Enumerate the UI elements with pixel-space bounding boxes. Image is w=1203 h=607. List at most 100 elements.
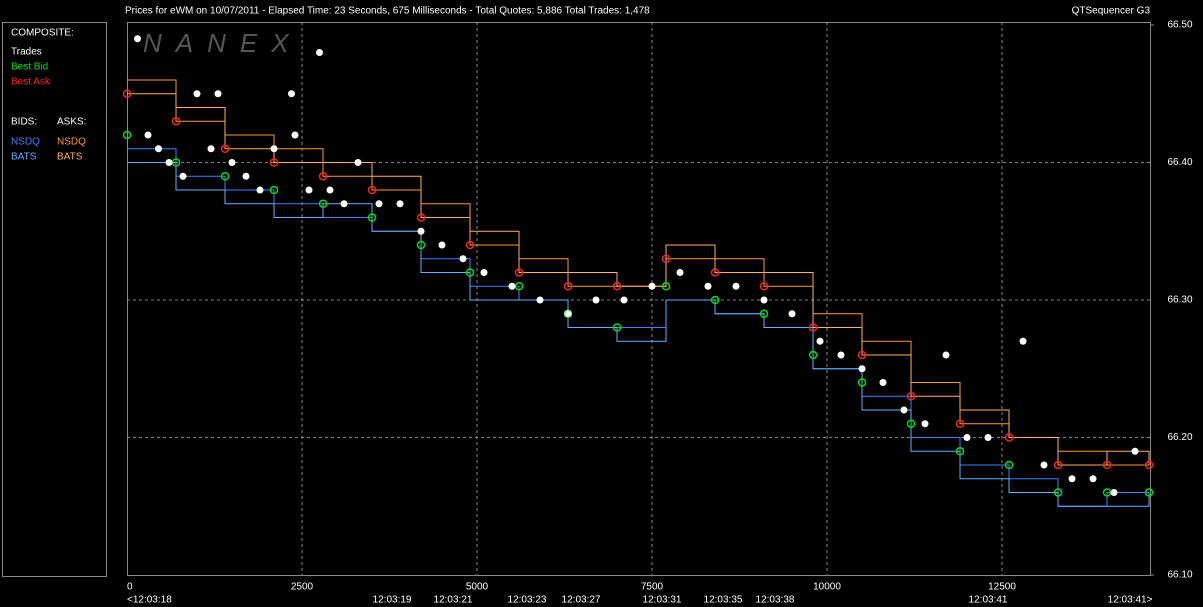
trade-dot [270, 145, 278, 153]
quote-marker [1004, 433, 1014, 442]
quote-marker [612, 282, 622, 291]
trade-dot [207, 145, 215, 153]
quote-marker [710, 295, 720, 305]
quote-marker [1053, 460, 1063, 470]
quote-marker [1053, 488, 1063, 497]
time-label: 12:03:23 [508, 595, 547, 606]
trade-dot [305, 186, 313, 194]
quote-marker [220, 144, 230, 153]
quote-marker [171, 158, 181, 167]
legend-entry: Best Ask [11, 77, 51, 88]
quote-marker [269, 158, 279, 167]
quote-marker [171, 117, 181, 126]
quote-marker [367, 185, 377, 195]
trade-dot [165, 159, 173, 166]
x-tick-label: 5000 [466, 582, 489, 593]
y-tick-label: 66.50 [1167, 20, 1192, 31]
trade-dot [879, 379, 887, 386]
trade-dot [963, 434, 971, 441]
x-tick-label: 0 [127, 582, 133, 593]
quote-marker [416, 213, 426, 222]
watermark: NANEX [143, 28, 303, 58]
quote-marker [955, 419, 965, 428]
y-tick-label: 66.30 [1167, 295, 1192, 306]
time-label: 12:03:27 [562, 595, 601, 606]
legend-group: ASKS: [57, 117, 86, 128]
quote-line [127, 93, 1150, 466]
app-name: QTSequencer G3 [1072, 6, 1151, 17]
trade-dot [1110, 489, 1118, 496]
legend-entry: BATS [11, 152, 37, 163]
trade-dot [592, 296, 600, 304]
quote-marker [857, 350, 867, 360]
trade-dot [732, 282, 740, 290]
trade-dot [1089, 475, 1097, 483]
y-tick-label: 66.40 [1167, 157, 1192, 168]
plot-frame [127, 22, 1151, 576]
legend-group: BIDS: [11, 117, 37, 128]
legend-entry: NSDQ [57, 137, 86, 148]
trade-dot [942, 351, 950, 359]
trade-dot [676, 269, 684, 276]
trade-dot [354, 159, 362, 166]
quote-marker [1144, 488, 1154, 497]
time-label: 12:03:38 [756, 595, 795, 606]
legend-entry: Best Bid [11, 62, 48, 73]
trade-dot [564, 310, 572, 318]
trade-dot [1019, 337, 1027, 345]
quote-marker [367, 213, 377, 222]
quote-marker [318, 172, 328, 181]
legend-panel [2, 22, 107, 577]
x-tick-label: 12500 [988, 582, 1016, 593]
quote-marker [122, 130, 132, 140]
quote-marker [612, 323, 622, 332]
trade-dot [291, 131, 299, 139]
quote-marker [416, 240, 426, 250]
trade-dot [193, 90, 201, 98]
y-tick-label: 66.20 [1167, 432, 1192, 443]
quote-marker [1144, 460, 1154, 470]
quote-marker [318, 199, 328, 208]
trade-dot [984, 434, 992, 441]
header-title: Prices for eWM on 10/07/2011 - Elapsed T… [125, 6, 650, 17]
trade-dot [288, 90, 296, 98]
quote-marker [1102, 488, 1112, 497]
quote-marker [759, 282, 769, 291]
trade-dot [620, 296, 628, 304]
time-label: 12:03:41> [1108, 595, 1153, 606]
trade-dot [179, 172, 187, 180]
quote-marker [514, 282, 524, 291]
time-label: <12:03:18 [127, 595, 172, 606]
trade-dot [480, 269, 488, 276]
quote-marker [220, 172, 230, 181]
quote-marker [759, 309, 769, 318]
legend-entry: NSDQ [11, 137, 40, 148]
time-label: 12:03:21 [434, 595, 473, 606]
trade-dot [788, 310, 796, 318]
trade-dot [858, 365, 866, 373]
trade-dot [134, 35, 142, 43]
x-tick-label: 7500 [641, 582, 664, 593]
time-label: 12:03:31 [643, 595, 682, 606]
y-tick-label: 66.10 [1167, 570, 1192, 581]
quote-marker [269, 185, 279, 195]
trade-dot [214, 90, 222, 98]
quote-marker [514, 268, 524, 277]
trade-dot [396, 200, 404, 208]
trade-dot [837, 351, 845, 359]
quote-marker [857, 378, 867, 387]
quote-line [127, 162, 1150, 507]
trade-dot [242, 172, 250, 180]
trade-dot [648, 282, 656, 290]
trade-dot [1068, 475, 1076, 483]
trade-dot [340, 200, 348, 208]
trade-dot [375, 200, 383, 208]
quote-marker [465, 268, 475, 277]
trade-dot [704, 282, 712, 290]
quote-marker [563, 282, 573, 291]
time-label: 12:03:41 [969, 595, 1008, 606]
quote-marker [661, 282, 671, 291]
quote-marker [808, 323, 818, 332]
trade-dot [900, 406, 908, 414]
